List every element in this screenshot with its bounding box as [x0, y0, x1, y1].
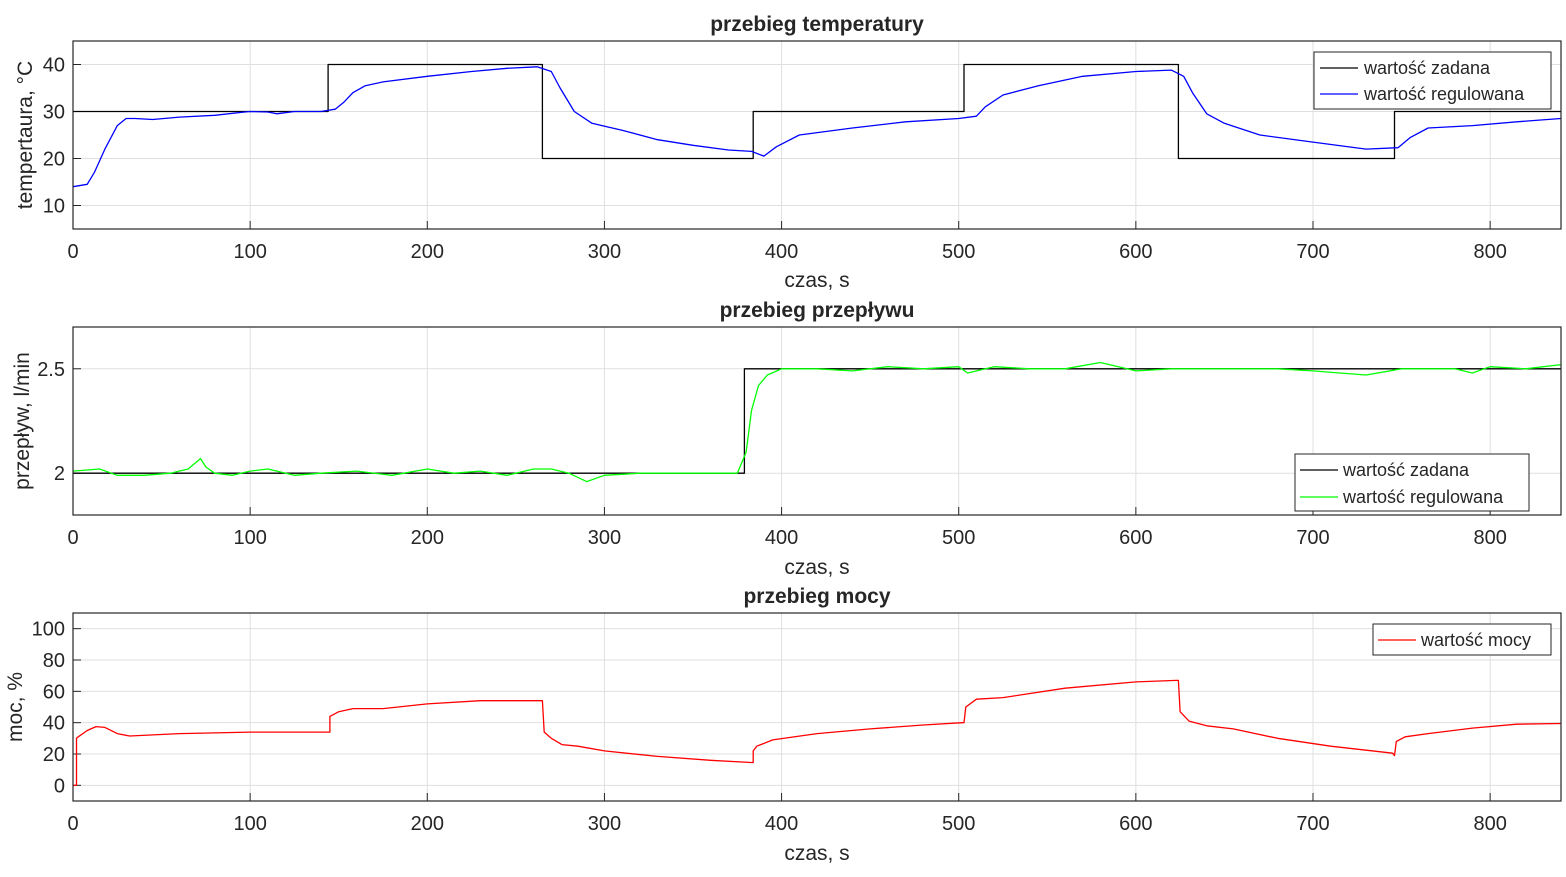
panel-flow-series [72, 361, 1562, 483]
panel-power-xtick-label: 800 [1473, 813, 1506, 835]
panel-temperature-xtick-label: 700 [1296, 241, 1329, 263]
panel-power-ytick-label: 60 [43, 681, 65, 703]
panel-power-legend-label-power: wartość mocy [1420, 630, 1531, 650]
panel-power-ylabel: moc, % [4, 672, 27, 742]
panel-temperature-xlabel: czas, s [784, 269, 849, 292]
panel-power-xtick-label: 100 [233, 813, 266, 835]
panel-flow-legend-label-measured: wartość regulowana [1342, 487, 1504, 507]
panel-temperature-ytick-label: 10 [43, 196, 65, 218]
panel-temperature-xtick-label: 300 [588, 241, 621, 263]
panel-flow-title: przebieg przepływu [720, 299, 915, 322]
panel-flow-xtick-label: 700 [1296, 527, 1329, 549]
panel-temperature-xtick-label: 100 [233, 241, 266, 263]
panel-power-grid [73, 613, 1561, 801]
panel-temperature-legend-label-setpoint: wartość zadana [1363, 58, 1491, 78]
panel-flow-ytick-label: 2.5 [37, 359, 65, 381]
panel-temperature-axes-box [72, 40, 1562, 230]
panel-flow-legend-label-setpoint: wartość zadana [1342, 460, 1470, 480]
panel-flow-xtick-label: 600 [1119, 527, 1152, 549]
panel-flow-xtick-label: 0 [67, 527, 78, 549]
panel-temperature-title: przebieg temperatury [710, 13, 924, 36]
panel-flow-ytick-label: 2 [54, 463, 65, 485]
panel-power-ytick-label: 0 [54, 775, 65, 797]
panel-temperature-xtick-label: 0 [67, 241, 78, 263]
panel-temperature-legend: wartość zadana wartość regulowana [1313, 51, 1552, 110]
panel-power-axes-box [72, 612, 1562, 802]
panel-power-xtick-label: 700 [1296, 813, 1329, 835]
panel-power-tick-labels: 0 100 200 300 400 500 600 700 800 0 20 40 60 80 100 [32, 619, 1507, 835]
panel-temperature-tick-labels: 0 100 200 300 400 500 600 700 800 10 20 30 40 [43, 55, 1507, 264]
panel-power-xtick-label: 200 [411, 813, 444, 835]
panel-flow-xtick-label: 200 [411, 527, 444, 549]
panel-flow-legend: wartość zadana wartość regulowana [1294, 453, 1530, 512]
panel-temperature-series [72, 63, 1562, 188]
panel-power: przebieg mocy 0 100 200 300 400 500 600 700 8000… [4, 585, 1562, 865]
panel-flow-xtick-label: 300 [588, 527, 621, 549]
panel-flow-xtick-label: 500 [942, 527, 975, 549]
panel-flow-legend-box [1294, 453, 1530, 512]
panel-temperature-xtick-label: 400 [765, 241, 798, 263]
panel-temperature-series-line-1 [72, 66, 1562, 188]
panel-temperature-ylabel: tempertaura, °C [14, 61, 37, 209]
panel-power-xlabel: czas, s [784, 842, 849, 865]
panel-flow-series-line-0 [73, 368, 1561, 474]
panel-flow: przebieg przepływu 0 100 200 300 400 500 600 70… [11, 299, 1562, 579]
panel-flow-xtick-label: 100 [233, 527, 266, 549]
panel-power-ytick-label: 40 [43, 713, 65, 735]
panel-temperature: przebieg temperatury 0 100 200 300 400 500 600… [14, 13, 1562, 292]
panel-power-xtick-label: 0 [67, 813, 78, 835]
panel-flow-xtick-label: 800 [1473, 527, 1506, 549]
panel-flow-ylabel: przepływ, l/min [11, 352, 34, 490]
panel-power-legend: wartość mocy [1372, 623, 1552, 656]
panel-power-xtick-label: 600 [1119, 813, 1152, 835]
panel-temperature-ytick-label: 30 [43, 102, 65, 124]
panel-power-ytick-label: 100 [32, 619, 65, 641]
panel-power-xtick-label: 500 [942, 813, 975, 835]
panel-flow-tick-labels: 0 100 200 300 400 500 600 700 800 2 2.5 [37, 359, 1507, 549]
panel-flow-series-line-1 [72, 361, 1562, 483]
panel-temperature-ytick-label: 20 [43, 149, 65, 171]
panel-flow-axes-box [72, 326, 1562, 516]
panel-flow-xlabel: czas, s [784, 556, 849, 579]
panel-power-title: przebieg mocy [743, 585, 890, 608]
panel-power-ytick-label: 80 [43, 650, 65, 672]
panel-temperature-xtick-label: 600 [1119, 241, 1152, 263]
panel-power-xtick-label: 400 [765, 813, 798, 835]
panel-power-series [73, 679, 1562, 786]
panel-temperature-xtick-label: 800 [1473, 241, 1506, 263]
panel-flow-xtick-label: 400 [765, 527, 798, 549]
panel-temperature-ytick-label: 40 [43, 55, 65, 77]
panel-power-series-line-0 [73, 679, 1562, 786]
panel-temperature-xtick-label: 200 [411, 241, 444, 263]
panel-temperature-legend-box [1313, 51, 1552, 110]
panel-power-ytick-label: 20 [43, 744, 65, 766]
panel-power-xtick-label: 300 [588, 813, 621, 835]
panel-temperature-series-line-0 [73, 63, 1561, 160]
panel-temperature-xtick-label: 500 [942, 241, 975, 263]
panel-temperature-legend-label-measured: wartość regulowana [1363, 84, 1525, 104]
